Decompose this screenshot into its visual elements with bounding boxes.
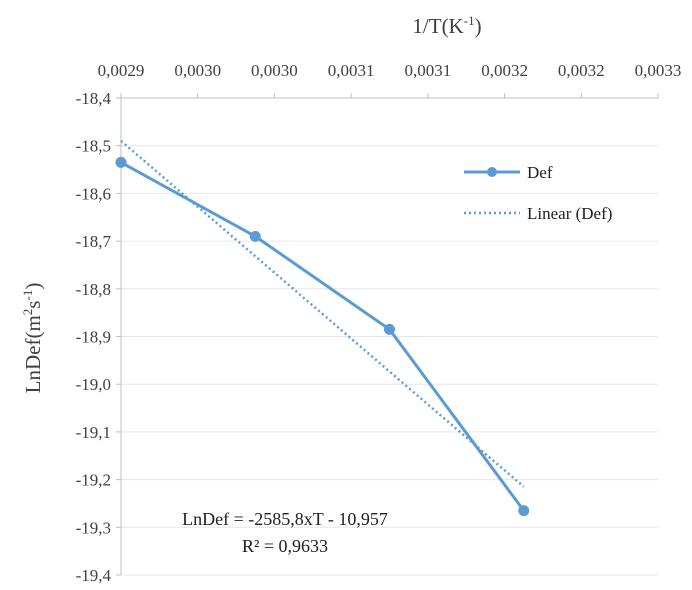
x-axis-title: 1/T(K-1) [412,13,481,38]
y-tick-label: -19,3 [76,518,111,537]
y-tick-label: -18,9 [76,328,111,347]
trendline [120,139,525,488]
y-tick-label: -18,5 [76,137,111,156]
legend-def-marker [487,167,497,177]
legend: Def Linear (Def) [464,163,612,223]
x-tick-label: 0,0033 [635,61,682,80]
legend-linear-label: Linear (Def) [527,204,612,223]
data-point [115,156,127,168]
grid [121,145,658,576]
y-tick-label: -18,6 [76,184,111,203]
trendline-equation: LnDef = -2585,8xT - 10,957 [182,509,388,529]
x-ticks: 0,0029 0,0030 0,0030 0,0031 0,0031 0,0032 0,00… [98,61,682,98]
data-point [384,323,395,335]
r-squared: R² = 0,9633 [242,536,328,556]
x-tick-label: 0,0031 [404,61,451,80]
y-tick-label: -18,8 [76,280,111,299]
series-line [120,161,525,512]
y-tick-label: -19,2 [76,471,111,490]
x-tick-label: 0,0031 [328,61,375,80]
y-tick-label: -18,7 [76,232,112,251]
y-tick-label: -19,0 [76,375,111,394]
trendline-line [120,139,525,488]
x-tick-label: 0,0030 [251,61,298,80]
y-tick-label: -18,4 [76,89,112,108]
series [115,156,530,517]
x-tick-label: 0,0029 [98,61,145,80]
data-point [518,505,530,517]
x-tick-label: 0,0032 [558,61,605,80]
legend-def-label: Def [527,163,553,182]
x-tick-label: 0,0032 [481,61,528,80]
data-point [249,230,261,242]
y-ticks: -18,4 -18,5 -18,6 -18,7 -18,8 -18,9 -19,0 -19,1… [76,89,121,585]
y-axis-title: LnDef(m2s-1) [20,283,45,394]
x-tick-label: 0,0030 [174,61,221,80]
y-tick-label: -19,1 [76,423,111,442]
y-tick-label: -19,4 [76,566,112,585]
